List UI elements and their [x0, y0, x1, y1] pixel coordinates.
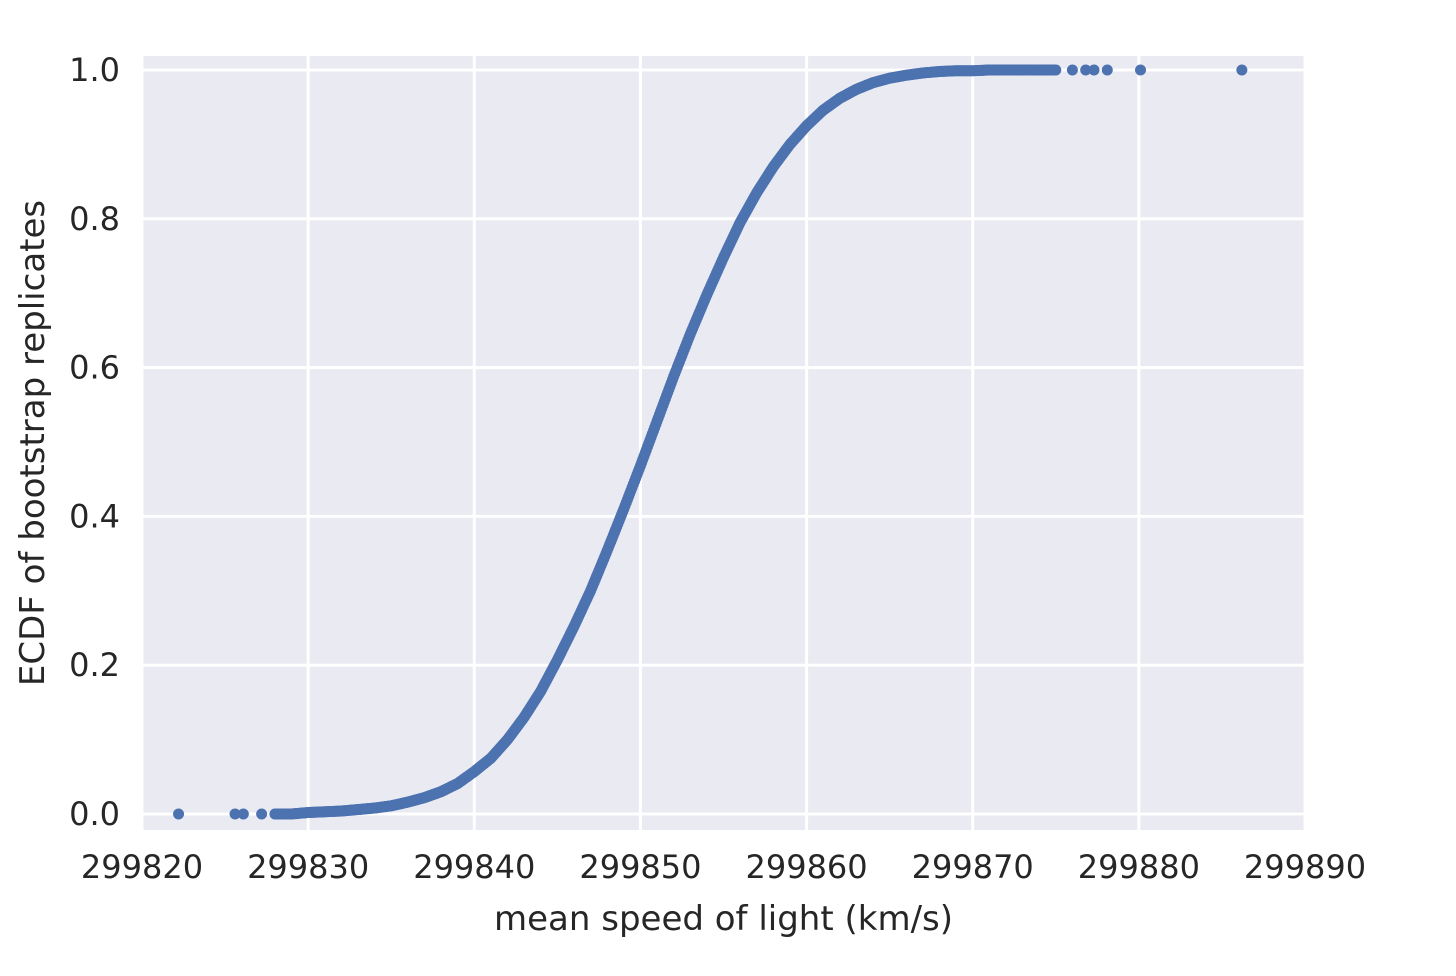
- x-tick-label: 299880: [1078, 848, 1200, 886]
- data-point: [1080, 64, 1092, 76]
- x-tick-label: 299890: [1244, 848, 1366, 886]
- y-tick-label: 0.8: [69, 200, 120, 238]
- data-point: [237, 808, 249, 820]
- x-tick-label: 299840: [413, 848, 535, 886]
- x-tick-labels: 299820 299830 299840 299850 299860 299870 2998…: [81, 848, 1366, 886]
- x-tick-label: 299860: [745, 848, 867, 886]
- data-point: [1135, 64, 1147, 76]
- y-tick-label: 0.4: [69, 497, 120, 535]
- y-axis-label: ECDF of bootstrap replicates: [13, 200, 53, 686]
- y-tick-label: 0.0: [69, 795, 120, 833]
- data-point: [1066, 64, 1078, 76]
- y-tick-label: 0.6: [69, 349, 120, 387]
- x-axis-label: mean speed of light (km/s): [494, 899, 953, 939]
- data-point: [256, 808, 268, 820]
- plot-area: [142, 56, 1305, 830]
- data-point: [1101, 64, 1113, 76]
- data-point: [1050, 64, 1062, 76]
- data-point: [1088, 64, 1100, 76]
- x-tick-label: 299870: [912, 848, 1034, 886]
- y-tick-labels: 0.0 0.2 0.4 0.6 0.8 1.0: [69, 51, 120, 833]
- x-tick-label: 299830: [247, 848, 369, 886]
- x-tick-label: 299850: [579, 848, 701, 886]
- data-point: [1236, 64, 1248, 76]
- y-tick-label: 0.2: [69, 646, 120, 684]
- data-points: [173, 64, 1248, 820]
- data-point: [229, 808, 241, 820]
- x-tick-label: 299820: [81, 848, 203, 886]
- data-point: [173, 808, 185, 820]
- y-tick-label: 1.0: [69, 51, 120, 89]
